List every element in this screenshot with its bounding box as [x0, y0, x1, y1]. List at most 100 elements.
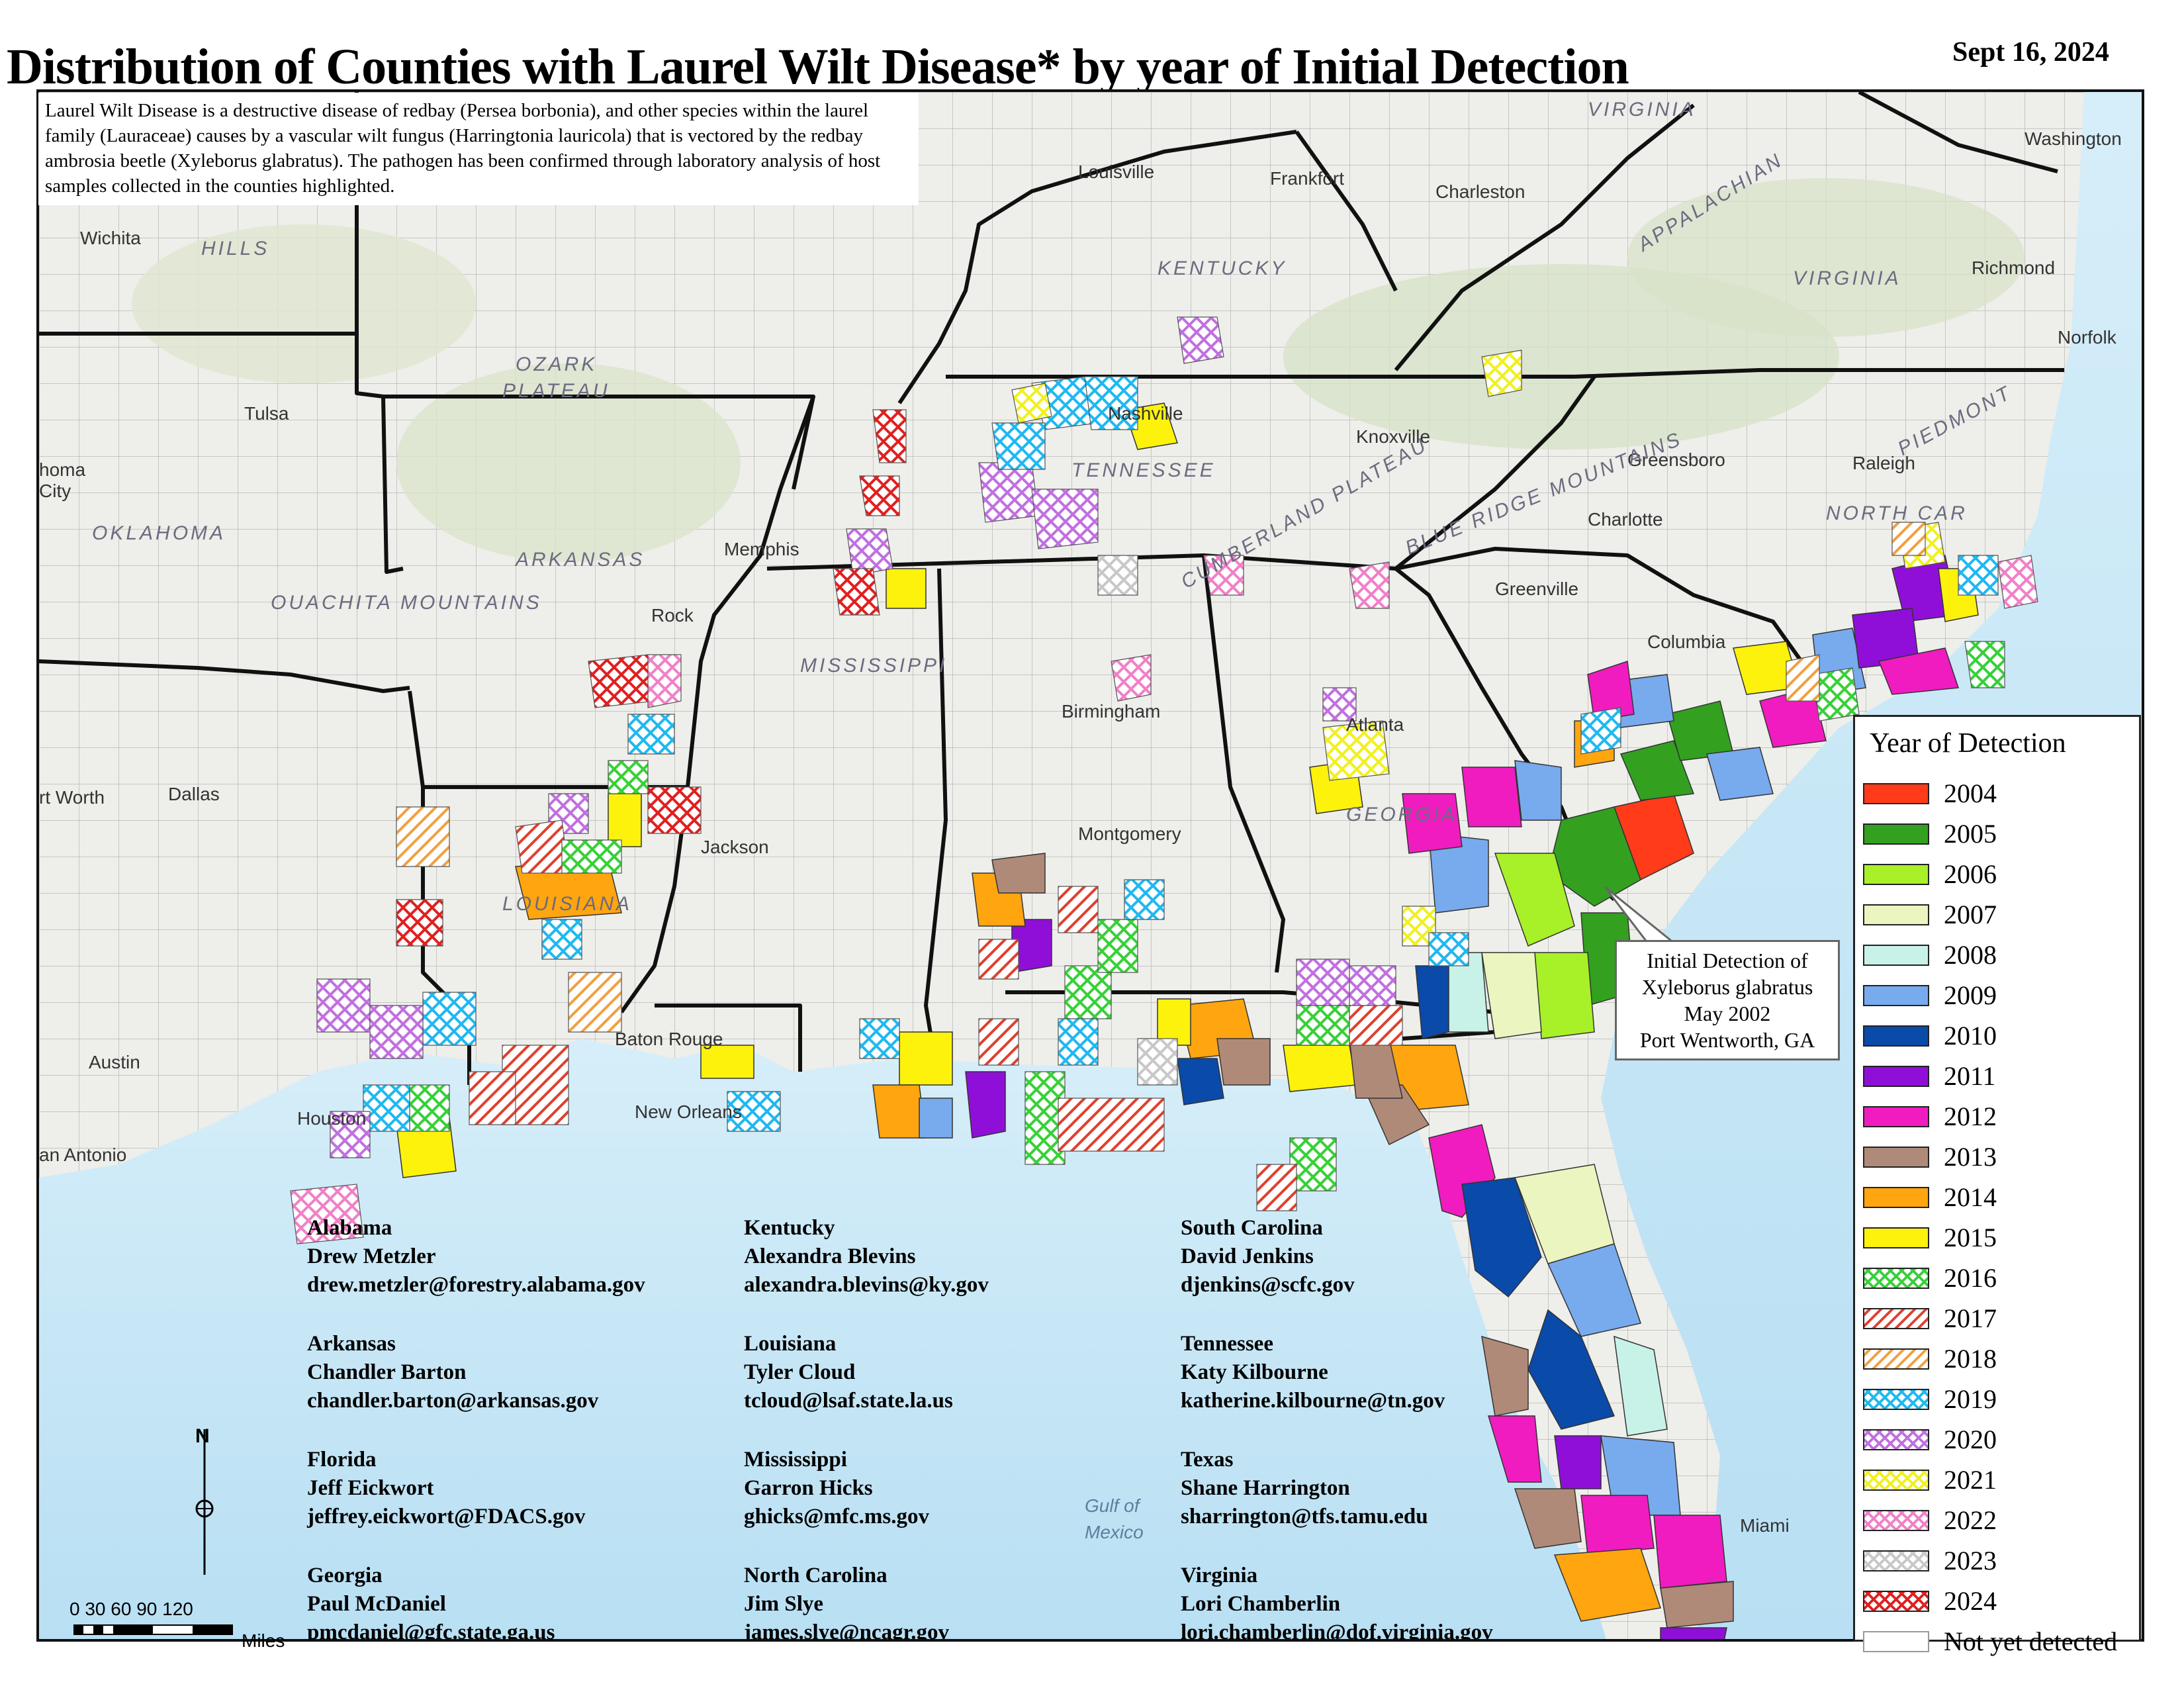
county-2017 [1058, 886, 1099, 933]
legend-label: 2023 [1944, 1546, 1997, 1575]
county-2009 [1706, 747, 1774, 801]
county-2015 [700, 1045, 754, 1079]
contact-virginia: Virginia Lori Chamberlin lori.chamberlin@d… [1181, 1564, 1493, 1642]
county-2020 [1322, 687, 1357, 722]
county-2007 [1481, 952, 1542, 1039]
contact-tennessee: Tennessee Katy Kilbourne katherine.kilbour… [1181, 1332, 1445, 1413]
boundary-tx-ok [39, 659, 410, 693]
legend-item: 2018 [1863, 1340, 2134, 1375]
map-title: Distribution of Counties with Laurel Wil… [7, 39, 1629, 95]
label-knoxville: Knoxville [1356, 426, 1431, 447]
legend-swatch [1863, 1025, 1929, 1047]
county-2011 [1660, 1627, 1727, 1639]
label-louisiana: LOUISIANA [502, 893, 633, 915]
legend: Year of Detection 2004 2005 2006 2007 2008 20… [1853, 715, 2141, 1656]
label-baton-rouge: Baton Rouge [615, 1029, 723, 1049]
county-2022 [1111, 654, 1152, 702]
label-north-carolina: NORTH CAR [1826, 502, 1968, 524]
legend-swatch [1863, 823, 1929, 845]
legend-label: 2017 [1944, 1303, 1997, 1333]
legend-item: 2012 [1863, 1098, 2134, 1133]
legend-item: 2006 [1863, 856, 2134, 890]
legend-label: 2014 [1944, 1182, 1997, 1212]
legend-label: 2013 [1944, 1142, 1997, 1172]
legend-item: 2020 [1863, 1421, 2134, 1456]
label-tennessee: TENNESSEE [1071, 459, 1216, 481]
legend-item: 2015 [1863, 1219, 2134, 1254]
contact-north-carolina: North Carolina Jim Slye james.slye@ncagr.g… [744, 1564, 949, 1642]
legend-title: Year of Detection [1870, 728, 2066, 759]
map-date: Sept 16, 2024 [1952, 37, 2109, 68]
county-2008 [1614, 1335, 1668, 1436]
boundary-mississippi-river [619, 395, 815, 1013]
county-2006 [1494, 853, 1575, 947]
label-ouachita: OUACHITA MOUNTAINS [271, 592, 542, 614]
legend-label: 2015 [1944, 1223, 1997, 1252]
county-2017 [515, 820, 569, 874]
county-2009 [919, 1098, 953, 1139]
county-2020 [846, 528, 893, 576]
label-louisville: Louisville [1078, 162, 1155, 182]
relief-patch [396, 363, 741, 562]
county-2019 [1124, 879, 1165, 920]
county-2024 [588, 654, 655, 708]
legend-swatch [1863, 864, 1929, 885]
label-austin: Austin [89, 1052, 140, 1072]
legend-swatch [1863, 1187, 1929, 1208]
county-2019 [1084, 376, 1138, 430]
label-washington: Washington [2025, 128, 2122, 149]
county-2018 [396, 806, 450, 867]
county-2016 [1812, 667, 1860, 722]
legend-item: Not yet detected [1863, 1623, 2134, 1658]
callout-line-2: Xyleborus glabratus [1641, 975, 1813, 999]
scale-bar-graphic [73, 1624, 233, 1635]
relief-patch [132, 224, 476, 383]
contact-louisiana: Louisiana Tyler Cloud tcloud@lsaf.state.la… [744, 1332, 953, 1413]
county-2010 [1461, 1177, 1542, 1298]
label-mississippi: MISSISSIPPI [800, 655, 948, 677]
county-2015 [1283, 1045, 1357, 1092]
county-2018 [568, 972, 622, 1033]
county-2012 [1461, 767, 1522, 827]
county-2020 [1031, 489, 1099, 549]
legend-item: 2021 [1863, 1462, 2134, 1496]
legend-item: 2013 [1863, 1139, 2134, 1173]
county-2015 [886, 568, 927, 609]
boundary-al-ga [1202, 555, 1285, 973]
boundary-va-wv [1394, 103, 1695, 371]
county-2017 [978, 939, 1019, 980]
legend-swatch [1863, 1550, 1929, 1571]
label-kentucky: KENTUCKY [1158, 258, 1287, 279]
county-2017 [1058, 1098, 1165, 1152]
boundary-nc-sc [1395, 547, 1841, 716]
county-2013 [1514, 1488, 1582, 1549]
county-2022 [1203, 555, 1244, 596]
contact-alabama: Alabama Drew Metzler drew.metzler@forestry… [307, 1216, 645, 1297]
county-2017 [647, 786, 702, 834]
label-greenville: Greenville [1495, 579, 1579, 599]
label-arkansas: ARKANSAS [516, 549, 645, 571]
county-2020 [978, 462, 1039, 523]
label-plateau: PLATEAU [502, 380, 610, 402]
label-oklahoma: OKLAHOMA [92, 522, 226, 544]
legend-label: 2019 [1944, 1384, 1997, 1414]
legend-swatch [1863, 1631, 1929, 1652]
county-2012 [1402, 793, 1463, 854]
contact-arkansas: Arkansas Chandler Barton chandler.barton@a… [307, 1332, 599, 1413]
initial-detection-callout: Initial Detection of Xyleborus glabratus… [1615, 940, 1840, 1060]
gulf-of-mexico [39, 1039, 1606, 1639]
boundary-nc-tn [1394, 375, 1596, 571]
county-2016 [1296, 1005, 1350, 1046]
county-2022 [290, 1184, 364, 1244]
scale-ticks: 0 30 60 90 120 [69, 1599, 193, 1619]
contact-texas: Texas Shane Harrington sharrington@tfs.tam… [1181, 1448, 1428, 1528]
label-virginia: VIRGINIA [1793, 267, 1901, 289]
label-fort-worth: rt Worth [39, 787, 105, 808]
legend-label: 2018 [1944, 1344, 1997, 1374]
legend-label: 2012 [1944, 1102, 1997, 1131]
legend-label: 2016 [1944, 1263, 1997, 1293]
legend-swatch [1863, 1066, 1929, 1087]
county-2024 [859, 475, 900, 516]
county-2012 [1878, 647, 1960, 695]
county-2024 [833, 568, 880, 616]
